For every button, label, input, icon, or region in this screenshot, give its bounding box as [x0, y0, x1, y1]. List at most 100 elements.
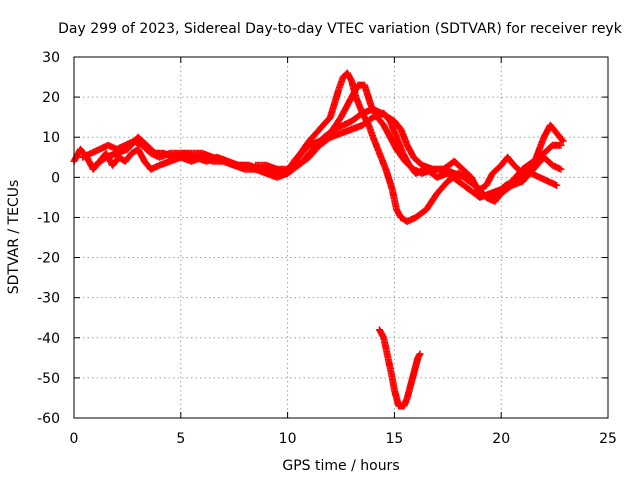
data-point — [412, 362, 420, 370]
data-point — [508, 177, 516, 185]
data-point — [96, 145, 104, 153]
grid — [74, 57, 608, 418]
data-point — [337, 113, 345, 121]
data-point — [102, 153, 110, 161]
data-point — [202, 157, 210, 165]
x-tick-label: 10 — [279, 431, 297, 447]
data-point — [529, 157, 537, 165]
data-point — [476, 193, 484, 201]
data-point — [380, 334, 388, 342]
data-point — [143, 141, 151, 149]
data-point — [410, 370, 418, 378]
data-point — [491, 197, 499, 205]
data-point — [403, 217, 411, 225]
data-point — [416, 350, 424, 358]
x-tick-label: 15 — [385, 431, 403, 447]
data-point — [358, 121, 366, 129]
data-point — [123, 145, 131, 153]
data-points — [70, 69, 567, 410]
data-point — [305, 153, 313, 161]
data-point — [386, 133, 394, 141]
data-point — [331, 125, 339, 133]
data-point — [388, 374, 396, 382]
y-tick-label: 20 — [42, 90, 60, 106]
data-point — [397, 213, 405, 221]
data-point — [557, 165, 565, 173]
data-point — [213, 153, 221, 161]
y-tick-label: -40 — [37, 331, 60, 347]
data-point — [262, 161, 270, 169]
data-point — [369, 133, 377, 141]
data-point — [487, 189, 495, 197]
x-axis-label: GPS time / hours — [282, 458, 399, 474]
chart-title: Day 299 of 2023, Sidereal Day-to-day VTE… — [58, 21, 623, 37]
data-point — [467, 173, 475, 181]
data-point — [316, 141, 324, 149]
y-tick-label: -30 — [37, 291, 60, 307]
data-point — [134, 145, 142, 153]
data-point — [151, 149, 159, 157]
data-point — [450, 157, 458, 165]
data-point — [384, 354, 392, 362]
data-point — [273, 165, 281, 173]
data-point — [433, 189, 441, 197]
data-point — [104, 141, 112, 149]
data-point — [548, 161, 556, 169]
data-point — [546, 121, 554, 129]
data-point — [305, 141, 313, 149]
y-tick-label: -10 — [37, 210, 60, 226]
data-point — [113, 149, 121, 157]
data-point — [403, 141, 411, 149]
data-point — [375, 326, 383, 334]
data-point — [316, 125, 324, 133]
data-point — [405, 161, 413, 169]
data-point — [128, 149, 136, 157]
y-tick-label: -20 — [37, 251, 60, 267]
data-point — [540, 149, 548, 157]
data-point — [380, 121, 388, 129]
data-point — [160, 149, 168, 157]
data-point — [459, 165, 467, 173]
data-point — [422, 165, 430, 173]
data-point — [234, 161, 242, 169]
x-tick-label: 0 — [70, 431, 79, 447]
data-point — [399, 149, 407, 157]
data-point — [444, 169, 452, 177]
data-point — [76, 145, 84, 153]
y-tick-label: 10 — [42, 130, 60, 146]
y-tick-label: -50 — [37, 371, 60, 387]
data-point — [198, 149, 206, 157]
data-point — [192, 153, 200, 161]
series-pass-e — [375, 326, 424, 410]
data-point — [326, 133, 334, 141]
data-point — [393, 133, 401, 141]
data-point — [400, 402, 408, 410]
data-point — [536, 173, 544, 181]
data-point — [360, 81, 368, 89]
data-point — [519, 173, 527, 181]
data-point — [433, 173, 441, 181]
data-point — [343, 69, 351, 77]
data-point — [87, 149, 95, 157]
data-point — [181, 149, 189, 157]
data-point — [348, 117, 356, 125]
data-point — [79, 153, 87, 161]
data-point — [170, 153, 178, 161]
data-point — [147, 165, 155, 173]
data-point — [465, 185, 473, 193]
data-point — [348, 125, 356, 133]
data-point — [393, 394, 401, 402]
data-point — [121, 157, 129, 165]
x-tick-label: 25 — [599, 431, 617, 447]
data-point — [510, 161, 518, 169]
data-point — [140, 157, 148, 165]
plot-frame — [73, 56, 609, 419]
y-axis-label: SDTVAR / TECUs — [6, 180, 22, 295]
data-point — [348, 93, 356, 101]
data-point — [504, 153, 512, 161]
data-point — [348, 77, 356, 85]
data-point — [403, 394, 411, 402]
data-point — [412, 169, 420, 177]
data-point — [155, 161, 163, 169]
